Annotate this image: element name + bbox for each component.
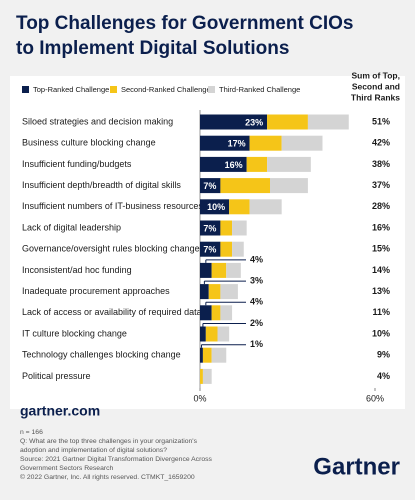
logo: Gartner bbox=[313, 453, 400, 480]
bar-segment bbox=[220, 305, 233, 321]
total-label: 38% bbox=[372, 159, 390, 169]
category-label: Technology challenges blocking change bbox=[22, 350, 181, 360]
data-label: 7% bbox=[203, 223, 216, 233]
bar-segment bbox=[267, 156, 311, 172]
category-label: Lack of access or availability of requir… bbox=[22, 307, 202, 317]
footnote: Government Sectors Research bbox=[20, 465, 114, 472]
bar-segment bbox=[249, 135, 282, 151]
bar-segment bbox=[202, 368, 212, 384]
data-label: 10% bbox=[207, 202, 225, 212]
data-label: 17% bbox=[228, 139, 246, 149]
bar-segment bbox=[226, 262, 241, 278]
bar-segment bbox=[200, 368, 203, 384]
bar-segment bbox=[211, 305, 221, 321]
bar-segment bbox=[246, 156, 268, 172]
total-label: 51% bbox=[372, 116, 390, 126]
totals-header: Second and bbox=[352, 81, 400, 91]
bar-segment bbox=[200, 347, 203, 363]
data-label: 7% bbox=[203, 181, 216, 191]
category-label: Business culture blocking change bbox=[22, 138, 156, 148]
total-label: 9% bbox=[377, 350, 390, 360]
bar-segment bbox=[200, 305, 212, 321]
footnote: Source: 2021 Gartner Digital Transformat… bbox=[20, 456, 213, 463]
data-label: 2% bbox=[250, 318, 263, 328]
bar-segment bbox=[211, 347, 227, 363]
data-label: 3% bbox=[250, 275, 263, 285]
category-label: Inadequate procurement approaches bbox=[22, 286, 170, 296]
totals-header: Sum of Top, bbox=[352, 70, 400, 80]
total-label: 13% bbox=[372, 286, 390, 296]
legend-swatch bbox=[22, 86, 29, 93]
site: gartner.com bbox=[20, 403, 100, 419]
total-label: 16% bbox=[372, 222, 390, 232]
data-label: 16% bbox=[225, 160, 243, 170]
bar-segment bbox=[200, 326, 206, 342]
footnote: Q: What are the top three challenges in … bbox=[20, 438, 198, 445]
chart-title: to Implement Digital Solutions bbox=[16, 38, 289, 59]
legend-label: Second-Ranked Challenge bbox=[121, 85, 211, 94]
bar-segment bbox=[229, 199, 250, 215]
footnote: © 2022 Gartner, Inc. All rights reserved… bbox=[20, 473, 195, 481]
bar-segment bbox=[220, 220, 233, 236]
data-label: 7% bbox=[203, 245, 216, 255]
x-tick-label: 0% bbox=[193, 393, 206, 403]
category-label: Insufficient numbers of IT-business reso… bbox=[22, 201, 203, 211]
bar-segment bbox=[200, 135, 250, 151]
category-label: IT culture blocking change bbox=[22, 328, 127, 338]
bar-segment bbox=[267, 114, 308, 130]
bar-segment bbox=[200, 220, 221, 236]
category-label: Political pressure bbox=[22, 371, 91, 381]
total-label: 14% bbox=[372, 265, 390, 275]
bar-segment bbox=[202, 347, 212, 363]
category-label: Insufficient funding/budgets bbox=[22, 159, 132, 169]
bar-segment bbox=[220, 178, 270, 194]
category-label: Governance/oversight rules blocking chan… bbox=[22, 244, 200, 254]
bar-segment bbox=[281, 135, 323, 151]
legend-label: Top-Ranked Challenge bbox=[33, 85, 109, 94]
footnote: adoption and implementation of digital s… bbox=[20, 447, 167, 454]
bar-segment bbox=[200, 114, 268, 130]
category-label: Lack of digital leadership bbox=[22, 222, 121, 232]
bar-segment bbox=[208, 284, 221, 300]
total-label: 11% bbox=[372, 307, 390, 317]
total-label: 28% bbox=[372, 201, 390, 211]
chart-title: Top Challenges for Government CIOs bbox=[16, 13, 353, 34]
total-label: 4% bbox=[377, 371, 390, 381]
bar-segment bbox=[220, 284, 238, 300]
data-label: 1% bbox=[250, 339, 263, 349]
total-label: 42% bbox=[372, 138, 390, 148]
bar-segment bbox=[211, 262, 227, 278]
legend-swatch bbox=[208, 86, 215, 93]
bar-segment bbox=[220, 241, 233, 257]
bar-segment bbox=[200, 156, 247, 172]
category-label: Siloed strategies and decision making bbox=[22, 116, 173, 126]
bar-segment bbox=[200, 262, 212, 278]
bar-segment bbox=[232, 241, 244, 257]
bar-segment bbox=[200, 241, 221, 257]
data-label: 23% bbox=[245, 117, 263, 127]
footnote: n = 166 bbox=[20, 429, 43, 436]
bar-segment bbox=[205, 326, 218, 342]
bar-segment bbox=[249, 199, 282, 215]
bar-segment bbox=[217, 326, 230, 342]
data-label: 4% bbox=[250, 254, 263, 264]
bar-segment bbox=[307, 114, 349, 130]
total-label: 37% bbox=[372, 180, 390, 190]
bar-segment bbox=[200, 199, 230, 215]
legend-label: Third-Ranked Challenge bbox=[219, 85, 300, 94]
total-label: 15% bbox=[372, 244, 390, 254]
category-label: Insufficient depth/breadth of digital sk… bbox=[22, 180, 181, 190]
legend-swatch bbox=[110, 86, 117, 93]
x-tick-label: 60% bbox=[366, 393, 384, 403]
totals-header: Third Ranks bbox=[351, 92, 400, 102]
total-label: 10% bbox=[372, 328, 390, 338]
category-label: Inconsistent/ad hoc funding bbox=[22, 265, 132, 275]
bar-segment bbox=[200, 284, 209, 300]
bar-segment bbox=[200, 178, 221, 194]
data-label: 4% bbox=[250, 297, 263, 307]
bar-segment bbox=[232, 220, 247, 236]
bar-segment bbox=[270, 178, 308, 194]
